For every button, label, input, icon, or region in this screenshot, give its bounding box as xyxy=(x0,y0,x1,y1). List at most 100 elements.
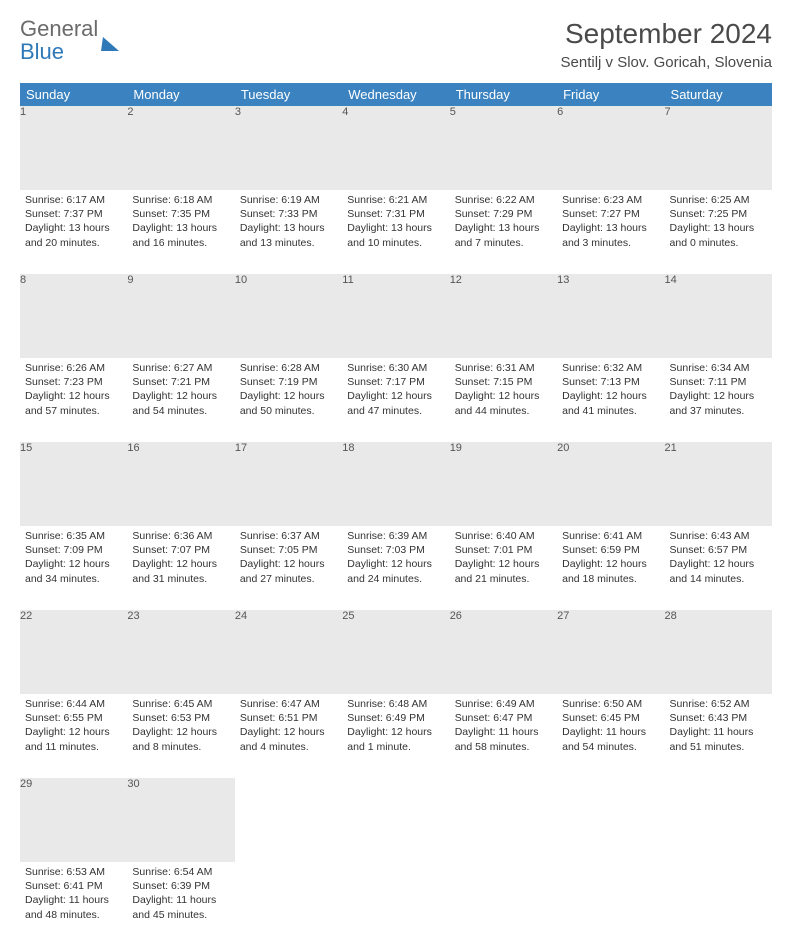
page-header: General Blue September 2024 Sentilj v Sl… xyxy=(20,18,772,71)
day-cell: Sunrise: 6:36 AMSunset: 7:07 PMDaylight:… xyxy=(127,526,234,592)
sunrise-line: Sunrise: 6:48 AM xyxy=(347,697,444,711)
day-cell: Sunrise: 6:53 AMSunset: 6:41 PMDaylight:… xyxy=(20,862,127,928)
sunrise-line: Sunrise: 6:50 AM xyxy=(562,697,659,711)
weekday-header: Thursday xyxy=(450,83,557,106)
day-cell: Sunrise: 6:30 AMSunset: 7:17 PMDaylight:… xyxy=(342,358,449,424)
day-cell: Sunrise: 6:28 AMSunset: 7:19 PMDaylight:… xyxy=(235,358,342,424)
day-cell: Sunrise: 6:54 AMSunset: 6:39 PMDaylight:… xyxy=(127,862,234,928)
sunrise-line: Sunrise: 6:35 AM xyxy=(25,529,122,543)
sunset-line: Sunset: 7:19 PM xyxy=(240,375,337,389)
sunset-line: Sunset: 7:21 PM xyxy=(132,375,229,389)
daylight-line: Daylight: 13 hours and 3 minutes. xyxy=(562,221,659,249)
sunrise-line: Sunrise: 6:44 AM xyxy=(25,697,122,711)
sunrise-line: Sunrise: 6:26 AM xyxy=(25,361,122,375)
calendar-body: 1234567Sunrise: 6:17 AMSunset: 7:37 PMDa… xyxy=(20,106,772,946)
day-number: 3 xyxy=(235,106,342,190)
day-number: 1 xyxy=(20,106,127,190)
sunset-line: Sunset: 6:47 PM xyxy=(455,711,552,725)
day-cell: Sunrise: 6:19 AMSunset: 7:33 PMDaylight:… xyxy=(235,190,342,256)
sunset-line: Sunset: 7:33 PM xyxy=(240,207,337,221)
sunrise-line: Sunrise: 6:21 AM xyxy=(347,193,444,207)
daylight-line: Daylight: 11 hours and 45 minutes. xyxy=(132,893,229,921)
day-number: 11 xyxy=(342,274,449,358)
daylight-line: Daylight: 12 hours and 31 minutes. xyxy=(132,557,229,585)
day-number-row: 22232425262728 xyxy=(20,610,772,694)
sunset-line: Sunset: 7:15 PM xyxy=(455,375,552,389)
sunset-line: Sunset: 7:37 PM xyxy=(25,207,122,221)
weekday-header: Sunday xyxy=(20,83,127,106)
sunrise-line: Sunrise: 6:28 AM xyxy=(240,361,337,375)
sunset-line: Sunset: 6:59 PM xyxy=(562,543,659,557)
empty-cell xyxy=(342,862,449,946)
weekday-header: Tuesday xyxy=(235,83,342,106)
calendar-table: SundayMondayTuesdayWednesdayThursdayFrid… xyxy=(20,83,772,946)
daylight-line: Daylight: 12 hours and 57 minutes. xyxy=(25,389,122,417)
day-content-row: Sunrise: 6:35 AMSunset: 7:09 PMDaylight:… xyxy=(20,526,772,610)
weekday-header: Friday xyxy=(557,83,664,106)
sunrise-line: Sunrise: 6:31 AM xyxy=(455,361,552,375)
day-cell: Sunrise: 6:26 AMSunset: 7:23 PMDaylight:… xyxy=(20,358,127,424)
day-cell: Sunrise: 6:32 AMSunset: 7:13 PMDaylight:… xyxy=(557,358,664,424)
day-cell: Sunrise: 6:17 AMSunset: 7:37 PMDaylight:… xyxy=(20,190,127,256)
day-number: 24 xyxy=(235,610,342,694)
day-cell: Sunrise: 6:39 AMSunset: 7:03 PMDaylight:… xyxy=(342,526,449,592)
day-number-row: 2930 xyxy=(20,778,772,862)
day-number: 17 xyxy=(235,442,342,526)
month-title: September 2024 xyxy=(561,18,773,50)
day-number: 18 xyxy=(342,442,449,526)
daylight-line: Daylight: 11 hours and 54 minutes. xyxy=(562,725,659,753)
sunset-line: Sunset: 7:09 PM xyxy=(25,543,122,557)
sunset-line: Sunset: 6:41 PM xyxy=(25,879,122,893)
day-number: 4 xyxy=(342,106,449,190)
empty-cell xyxy=(557,778,664,862)
daylight-line: Daylight: 12 hours and 18 minutes. xyxy=(562,557,659,585)
day-number: 29 xyxy=(20,778,127,862)
daylight-line: Daylight: 12 hours and 34 minutes. xyxy=(25,557,122,585)
day-cell: Sunrise: 6:43 AMSunset: 6:57 PMDaylight:… xyxy=(665,526,772,592)
sunrise-line: Sunrise: 6:43 AM xyxy=(670,529,767,543)
sunset-line: Sunset: 7:07 PM xyxy=(132,543,229,557)
sunrise-line: Sunrise: 6:17 AM xyxy=(25,193,122,207)
weekday-header: Monday xyxy=(127,83,234,106)
sunset-line: Sunset: 7:03 PM xyxy=(347,543,444,557)
empty-cell xyxy=(665,778,772,862)
daylight-line: Daylight: 12 hours and 1 minute. xyxy=(347,725,444,753)
day-number: 5 xyxy=(450,106,557,190)
day-number: 28 xyxy=(665,610,772,694)
empty-cell xyxy=(557,862,664,946)
sunrise-line: Sunrise: 6:27 AM xyxy=(132,361,229,375)
day-cell: Sunrise: 6:23 AMSunset: 7:27 PMDaylight:… xyxy=(557,190,664,256)
sunrise-line: Sunrise: 6:32 AM xyxy=(562,361,659,375)
sunset-line: Sunset: 7:29 PM xyxy=(455,207,552,221)
sunset-line: Sunset: 6:43 PM xyxy=(670,711,767,725)
daylight-line: Daylight: 11 hours and 51 minutes. xyxy=(670,725,767,753)
sunrise-line: Sunrise: 6:23 AM xyxy=(562,193,659,207)
day-number: 15 xyxy=(20,442,127,526)
day-number-row: 15161718192021 xyxy=(20,442,772,526)
day-cell: Sunrise: 6:52 AMSunset: 6:43 PMDaylight:… xyxy=(665,694,772,760)
daylight-line: Daylight: 13 hours and 13 minutes. xyxy=(240,221,337,249)
sunrise-line: Sunrise: 6:39 AM xyxy=(347,529,444,543)
day-cell: Sunrise: 6:35 AMSunset: 7:09 PMDaylight:… xyxy=(20,526,127,592)
daylight-line: Daylight: 12 hours and 27 minutes. xyxy=(240,557,337,585)
daylight-line: Daylight: 12 hours and 11 minutes. xyxy=(25,725,122,753)
day-number: 12 xyxy=(450,274,557,358)
sunset-line: Sunset: 6:53 PM xyxy=(132,711,229,725)
weekday-header-row: SundayMondayTuesdayWednesdayThursdayFrid… xyxy=(20,83,772,106)
day-number: 26 xyxy=(450,610,557,694)
day-cell: Sunrise: 6:47 AMSunset: 6:51 PMDaylight:… xyxy=(235,694,342,760)
daylight-line: Daylight: 12 hours and 4 minutes. xyxy=(240,725,337,753)
day-cell: Sunrise: 6:48 AMSunset: 6:49 PMDaylight:… xyxy=(342,694,449,760)
day-number: 14 xyxy=(665,274,772,358)
day-number: 30 xyxy=(127,778,234,862)
sunrise-line: Sunrise: 6:36 AM xyxy=(132,529,229,543)
sunset-line: Sunset: 6:39 PM xyxy=(132,879,229,893)
day-cell: Sunrise: 6:22 AMSunset: 7:29 PMDaylight:… xyxy=(450,190,557,256)
day-cell: Sunrise: 6:21 AMSunset: 7:31 PMDaylight:… xyxy=(342,190,449,256)
empty-cell xyxy=(342,778,449,862)
day-cell: Sunrise: 6:31 AMSunset: 7:15 PMDaylight:… xyxy=(450,358,557,424)
day-number: 21 xyxy=(665,442,772,526)
daylight-line: Daylight: 13 hours and 0 minutes. xyxy=(670,221,767,249)
sunrise-line: Sunrise: 6:45 AM xyxy=(132,697,229,711)
day-number: 10 xyxy=(235,274,342,358)
